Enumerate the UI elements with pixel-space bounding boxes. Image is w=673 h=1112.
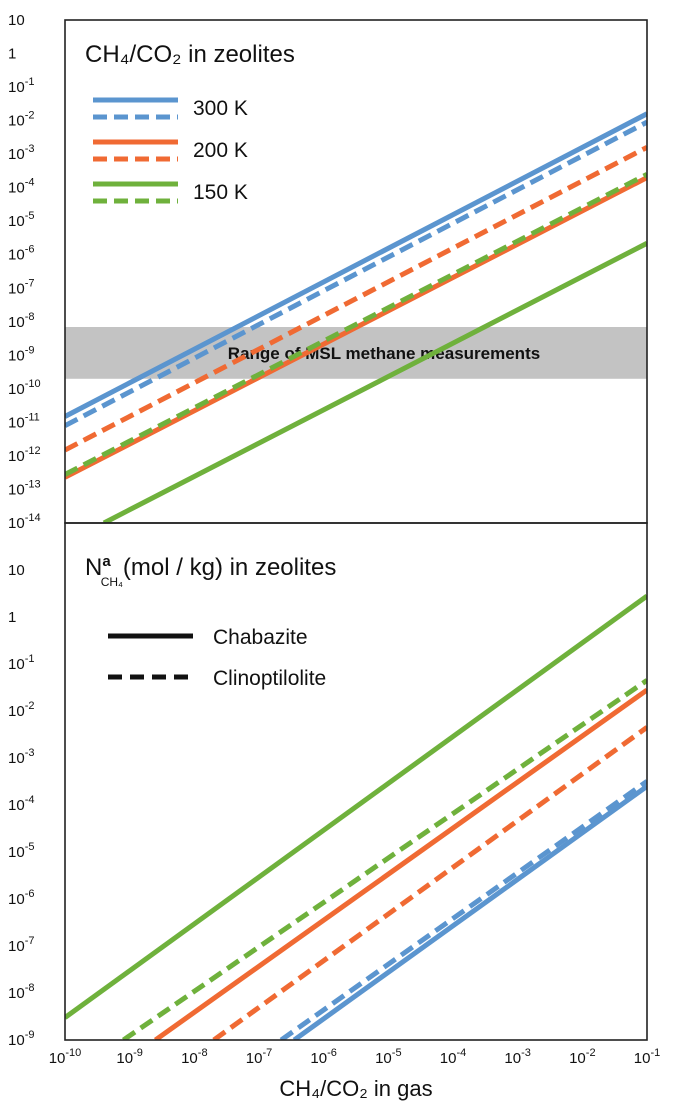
bottom-panel-title: Na CH₄(mol / kg) in zeolites [85, 553, 336, 589]
top-series-150K-chabazite [102, 241, 647, 523]
x-tick-2: 10-8 [181, 1047, 207, 1067]
bottom-series-group [65, 593, 647, 1040]
top-series-150K-clinoptilolite [65, 172, 647, 477]
x-tick-5: 10-5 [375, 1047, 401, 1067]
bottom-y-tick-10: 10-9 [8, 1029, 34, 1049]
top-y-tick-9: 10-8 [8, 311, 34, 331]
top-series-200K-chabazite [65, 175, 647, 480]
top-y-tick-0: 10 [8, 12, 25, 29]
top-series-300K-clinoptilolite [65, 119, 647, 428]
legend-label-150K: 150 K [193, 181, 248, 204]
top-series-300K-chabazite [65, 111, 647, 419]
bottom-y-tick-2: 10-1 [8, 653, 34, 673]
top-y-tick-1: 1 [8, 46, 16, 63]
bottom-y-tick-7: 10-6 [8, 888, 34, 908]
bottom-y-ticks: 10 1 10-1 10-2 10-3 10-4 10-5 10-6 10-7 10-8 10-9 [8, 562, 34, 1049]
bottom-y-tick-3: 10-2 [8, 700, 34, 720]
bottom-title-sup: a [102, 553, 111, 570]
top-y-tick-3: 10-2 [8, 110, 34, 130]
bottom-y-tick-8: 10-7 [8, 935, 34, 955]
bottom-series-150K-clinoptilolite [121, 678, 647, 1040]
bottom-y-tick-5: 10-4 [8, 794, 34, 814]
x-tick-0: 10-10 [49, 1047, 82, 1067]
x-tick-8: 10-2 [569, 1047, 595, 1067]
x-tick-4: 10-6 [310, 1047, 336, 1067]
x-axis-label: CH₄/CO₂ in gas [279, 1076, 432, 1101]
bottom-title-main: N [85, 554, 102, 581]
top-y-tick-7: 10-6 [8, 244, 34, 264]
top-band-label: Range of MSL methane measurements [228, 344, 540, 363]
bottom-y-tick-1: 1 [8, 609, 16, 626]
bottom-series-300K-clinoptilolite [279, 779, 647, 1040]
top-y-tick-12: 10-11 [8, 411, 40, 431]
bottom-y-tick-6: 10-5 [8, 841, 34, 861]
x-tick-7: 10-3 [504, 1047, 530, 1067]
legend-label-clinoptilolite: Clinoptilolite [213, 667, 326, 690]
top-y-tick-11: 10-10 [8, 378, 41, 398]
bottom-legend: Chabazite Clinoptilolite [108, 626, 326, 690]
bottom-y-tick-0: 10 [8, 562, 25, 579]
legend-label-300K: 300 K [193, 97, 248, 120]
bottom-series-200K-clinoptilolite [212, 725, 647, 1040]
bottom-frame [64, 522, 648, 1041]
top-y-tick-14: 10-13 [8, 478, 41, 498]
x-ticks: 10-10 10-9 10-8 10-7 10-6 10-5 10-4 10-3 10-2 10-… [49, 1047, 661, 1067]
bottom-panel: Na CH₄(mol / kg) in zeolites Chabazite Cli… [8, 553, 647, 1049]
x-tick-3: 10-7 [246, 1047, 272, 1067]
bottom-y-tick-9: 10-8 [8, 982, 34, 1002]
bottom-series-150K-chabazite [65, 593, 647, 1020]
top-y-tick-4: 10-3 [8, 143, 34, 163]
top-series-200K-clinoptilolite [65, 145, 647, 453]
top-y-tick-10: 10-9 [8, 344, 34, 364]
top-y-tick-13: 10-12 [8, 445, 41, 465]
x-tick-6: 10-4 [440, 1047, 466, 1067]
top-y-tick-15: 10-14 [8, 512, 41, 532]
x-tick-9: 10-1 [634, 1047, 660, 1067]
top-y-tick-6: 10-5 [8, 210, 34, 230]
bottom-series-300K-chabazite [292, 784, 647, 1040]
top-y-ticks: 10 1 10-1 10-2 10-3 10-4 10-5 10-6 10-7 10-8 10-9 1… [8, 12, 41, 532]
bottom-title-rest: (mol / kg) in zeolites [123, 554, 336, 581]
top-panel-title: CH₄/CO₂ in zeolites [85, 41, 295, 68]
legend-label-chabazite: Chabazite [213, 626, 308, 649]
top-panel: Range of MSL methane measurements CH₄/CO… [8, 12, 647, 532]
top-y-tick-5: 10-4 [8, 177, 34, 197]
bottom-y-tick-4: 10-3 [8, 747, 34, 767]
legend-label-200K: 200 K [193, 139, 248, 162]
x-tick-1: 10-9 [116, 1047, 142, 1067]
top-frame [64, 19, 648, 524]
top-y-tick-2: 10-1 [8, 76, 34, 96]
top-band [65, 326, 647, 379]
bottom-series-200K-chabazite [153, 687, 647, 1040]
top-series-group [65, 111, 647, 523]
top-legend: 300 K 200 K 150 K [93, 97, 248, 204]
bottom-title-sub: CH₄ [101, 575, 123, 589]
top-y-tick-8: 10-7 [8, 277, 34, 297]
